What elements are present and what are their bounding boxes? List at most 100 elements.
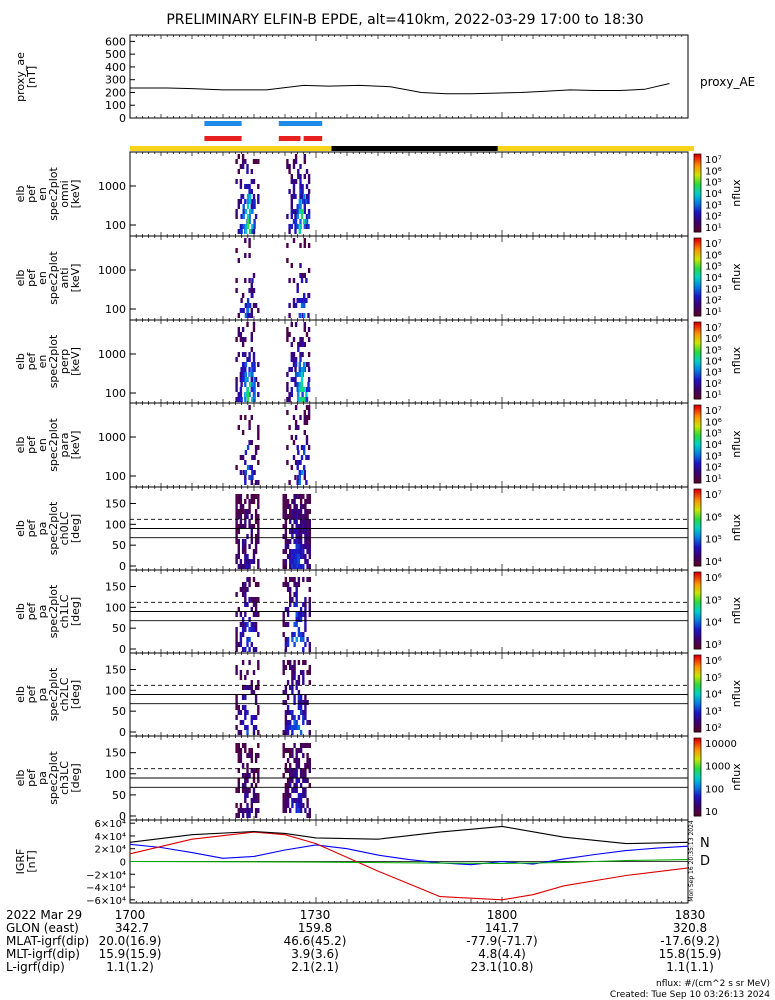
spectrogram-cell: [240, 367, 243, 372]
colorbar-cell: [694, 412, 701, 416]
colorbar-cell: [694, 284, 701, 288]
colorbar-cell: [694, 185, 701, 188]
spectrogram-cell: [297, 763, 301, 768]
spectrogram-cell: [246, 534, 249, 539]
spectrogram-cell: [308, 564, 311, 569]
spectrogram-cell: [237, 768, 240, 773]
spectrogram-cell: [295, 602, 298, 607]
spectrogram-cell: [303, 367, 306, 372]
colorbar-cell: [694, 515, 701, 519]
spectrogram-cell: [307, 313, 310, 318]
spectrogram-cell: [291, 690, 294, 695]
spectrogram-cell: [244, 480, 247, 485]
colorbar-cell: [694, 327, 701, 331]
spectrogram-cell: [306, 577, 309, 582]
spectrogram-cell: [251, 382, 254, 387]
spectrogram-cell: [251, 455, 254, 460]
spectrogram-en_perp: [235, 322, 311, 402]
spectrogram-cell: [295, 680, 298, 685]
spectrogram-cell: [246, 768, 249, 773]
spectrogram-cell: [254, 695, 258, 700]
spectrogram-cell: [299, 617, 303, 622]
spectrogram-cell: [284, 529, 288, 534]
colorbar-cell: [694, 277, 701, 280]
colorbar-cell: [694, 751, 701, 755]
colorbar-cell: [694, 680, 701, 683]
spectrogram-cell: [241, 632, 245, 637]
colorbar-cell: [694, 780, 701, 784]
spectrogram-cell: [286, 793, 290, 798]
spectrogram-cell: [289, 592, 292, 597]
colorbar-cell: [694, 749, 701, 753]
colorbar-cell: [694, 455, 701, 459]
spectrogram-cell: [282, 559, 285, 564]
spectrogram-cell: [252, 788, 256, 793]
spectrogram-cell: [240, 298, 243, 303]
spectrogram-cell: [282, 509, 285, 514]
spectrogram-cell: [244, 450, 248, 455]
spectrogram-cell: [306, 803, 309, 808]
spectrogram-cell: [244, 783, 247, 788]
spectrogram-cell: [286, 642, 290, 647]
spectrogram-cell: [286, 372, 289, 377]
spectrogram-cell: [303, 387, 306, 392]
y-tick-label: 100: [105, 768, 126, 781]
colorbar-cell: [694, 167, 701, 171]
spectrogram-cell: [246, 670, 249, 675]
colorbar-cell: [694, 529, 701, 532]
spectrogram-cell: [252, 559, 256, 564]
spectrogram-cell: [282, 582, 285, 587]
spectrogram-cell: [297, 577, 301, 582]
colorbar-cell: [694, 312, 701, 315]
colorbar-cell: [694, 544, 701, 548]
spectrogram-cell: [284, 519, 288, 524]
spectrogram-cell: [246, 685, 249, 690]
spectrogram-cell: [284, 788, 288, 793]
spectrogram-cell: [246, 642, 249, 647]
spectrogram-cell: [244, 382, 247, 387]
spectrogram-cell: [304, 700, 307, 705]
y-tick-label: 50: [112, 622, 126, 635]
spectrogram-cell: [288, 224, 291, 229]
spectrogram-cell: [291, 554, 294, 559]
spectrogram-cell: [244, 539, 247, 544]
spectrogram-cell: [293, 582, 296, 587]
colorbar-cell: [694, 597, 701, 600]
spectrogram-cell: [292, 219, 296, 224]
spectrogram-cell: [298, 475, 301, 480]
colorbar-cell: [694, 385, 701, 388]
spectrogram-cell: [307, 293, 310, 298]
spectrogram-cell: [237, 539, 240, 544]
spectrogram-cell: [244, 499, 247, 504]
spectrogram-cell: [257, 514, 260, 519]
colorbar-cell: [694, 627, 701, 631]
spectrogram-cell: [250, 288, 253, 293]
spectrogram-cell: [297, 627, 301, 632]
spectrogram-cell: [253, 204, 256, 209]
spectrogram-cell: [291, 753, 294, 758]
spectrogram-cell: [241, 564, 245, 569]
spectrogram-cell: [284, 763, 288, 768]
ephem-time: 1700: [115, 908, 146, 922]
spectrogram-cell: [293, 695, 296, 700]
spectrogram-cell: [297, 534, 301, 539]
spectrogram-cell: [286, 637, 290, 642]
spectrogram-cell: [305, 219, 308, 224]
colorbar-cell: [694, 210, 701, 213]
spectrogram-cell: [294, 159, 298, 164]
spectrogram-cell: [294, 214, 297, 219]
colorbar-label: 10³: [705, 200, 722, 211]
axis-label-line: [nT]: [25, 66, 38, 88]
colorbar-cell: [694, 310, 701, 313]
colorbar-cell: [694, 643, 701, 646]
spectrogram-cell: [246, 303, 250, 308]
colorbar-cell: [694, 362, 701, 365]
y-tick-label: 50: [112, 705, 126, 718]
spectrogram-cell: [299, 539, 303, 544]
spectrogram-cell: [241, 159, 245, 164]
colorbar-cell: [694, 347, 701, 350]
spectrogram-cell: [301, 273, 304, 278]
spectrogram-cell: [293, 665, 296, 670]
